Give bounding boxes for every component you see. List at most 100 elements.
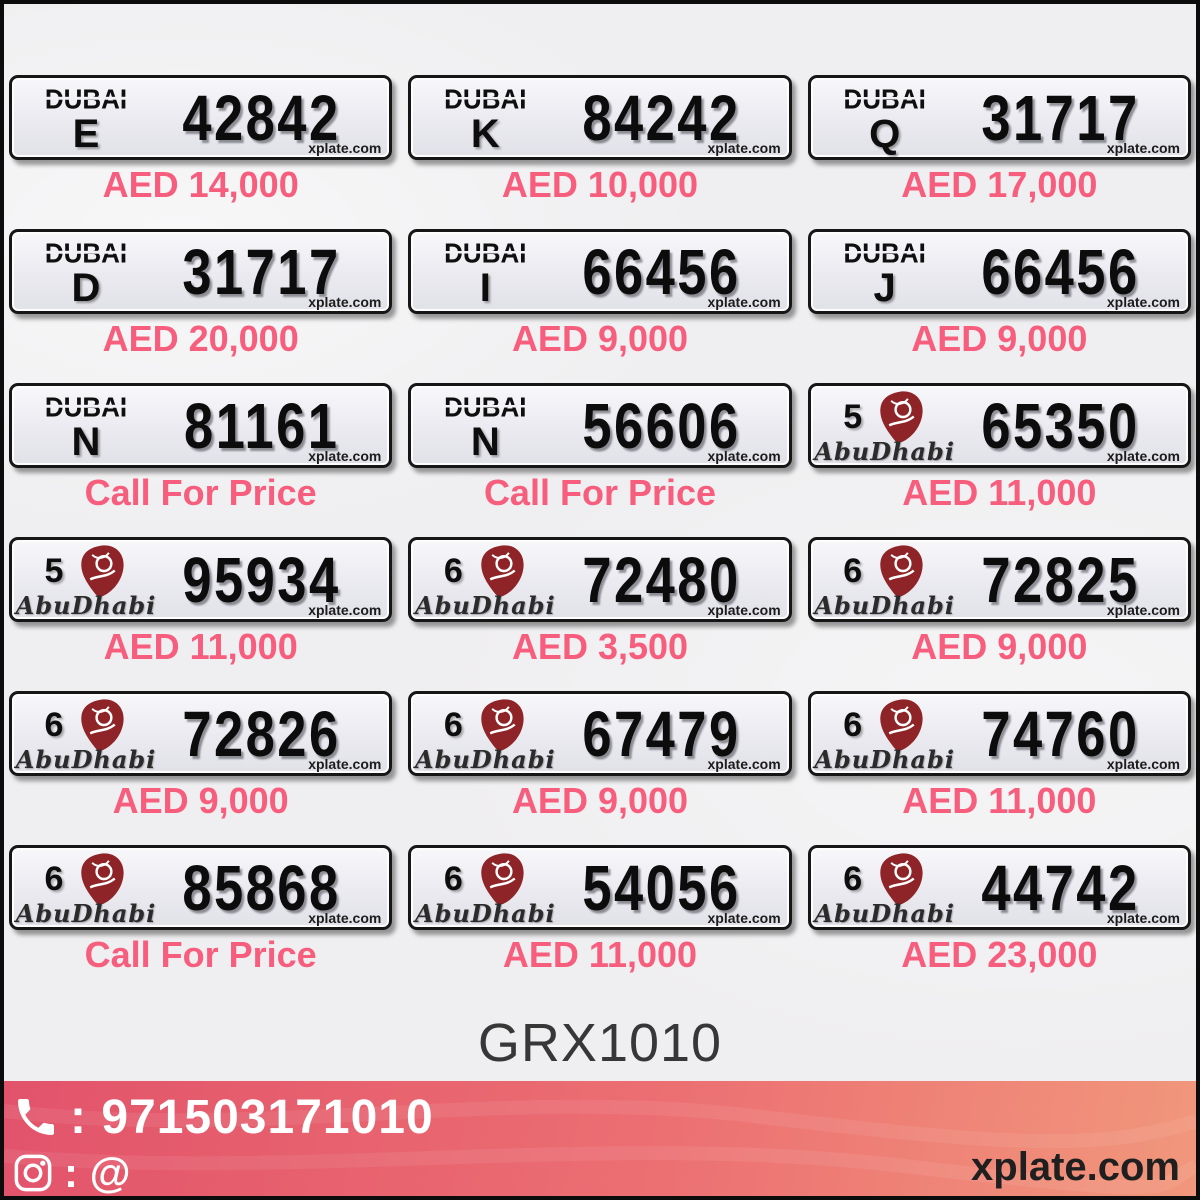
- plate: DUBAI J 66456 xplate.com: [807, 229, 1191, 314]
- plate-number: 72826: [182, 697, 341, 770]
- plate-price: AED 11,000: [902, 780, 1097, 821]
- abudhabi-block: 6 AbuDhabi: [12, 848, 160, 927]
- plate-listing: 6 AbuDhabi 72480 xplate.com AED 3,500: [408, 537, 792, 667]
- plate-price: AED 20,000: [102, 318, 299, 359]
- plate-price: AED 9,000: [911, 318, 1088, 359]
- plate-listing: 6 AbuDhabi 74760 xplate.com AED 11,000: [807, 691, 1191, 821]
- abudhabi-script: AbuDhabi: [814, 744, 955, 774]
- plate: DUBAI K 84242 xplate.com: [408, 75, 792, 160]
- abudhabi-logo-icon: [880, 698, 923, 751]
- abudhabi-block: 6 AbuDhabi: [811, 694, 959, 773]
- abudhabi-block: 6 AbuDhabi: [12, 694, 160, 773]
- plate-listing: DUBAI E 42842 xplate.com AED 14,000: [9, 75, 393, 205]
- abudhabi-logo-icon: [481, 852, 524, 905]
- plate: 6 AbuDhabi 54056 xplate.com: [408, 845, 792, 930]
- plate-listing: 6 AbuDhabi 85868 xplate.com Call For Pri…: [9, 845, 393, 975]
- plate-code: I: [479, 265, 491, 310]
- abudhabi-script: AbuDhabi: [415, 898, 556, 928]
- plate-price: AED 9,000: [112, 780, 289, 821]
- plate-number: 67479: [581, 697, 741, 770]
- plate-number: 74760: [981, 697, 1140, 770]
- abudhabi-block: 6 AbuDhabi: [811, 848, 959, 927]
- plate: DUBAI E 42842 xplate.com: [9, 75, 393, 160]
- abudhabi-block: 6 AbuDhabi: [411, 694, 559, 773]
- plate: DUBAI D 31717 xplate.com: [9, 229, 393, 314]
- abudhabi-script: AbuDhabi: [814, 590, 955, 620]
- abudhabi-logo-icon: [81, 698, 125, 751]
- dubai-block: DUBAI N: [12, 386, 160, 465]
- dubai-block: DUBAI I: [411, 232, 559, 311]
- dubai-logo: DUBAI: [843, 236, 926, 269]
- instagram-row: : @: [12, 1148, 1196, 1196]
- plate-listing: DUBAI N 81161 xplate.com Call For Price: [9, 383, 393, 513]
- dubai-block: DUBAI E: [12, 78, 160, 157]
- plate-watermark: xplate.com: [1106, 448, 1180, 464]
- plate-number: 72825: [981, 543, 1140, 616]
- plate-code-number: 6: [443, 859, 463, 898]
- abudhabi-logo-icon: [81, 544, 125, 597]
- plate-price: AED 11,000: [502, 934, 698, 975]
- wave-texture: [4, 1099, 1196, 1194]
- plate-number-area: 31717: [160, 232, 389, 311]
- dubai-logo: DUBAI: [44, 390, 128, 423]
- plate: 6 AbuDhabi 72826 xplate.com: [9, 691, 393, 776]
- plate-listing: DUBAI I 66456 xplate.com AED 9,000: [408, 229, 792, 359]
- plate-number: 44742: [981, 851, 1140, 924]
- plate-number: 42842: [182, 81, 341, 154]
- plate-price: AED 3,500: [511, 626, 689, 667]
- abudhabi-script: AbuDhabi: [814, 436, 955, 466]
- site-logo-text: xplate.com: [971, 1145, 1180, 1189]
- plate: 6 AbuDhabi 72480 xplate.com: [408, 537, 792, 622]
- plate-code: Q: [869, 111, 901, 156]
- plate-code-number: 6: [44, 705, 64, 744]
- plate-watermark: xplate.com: [707, 294, 781, 310]
- plate-number: 66456: [981, 235, 1140, 308]
- plate-price: Call For Price: [483, 472, 717, 513]
- abudhabi-block: 5 AbuDhabi: [811, 386, 959, 465]
- plate-number: 66456: [581, 235, 741, 308]
- plate-number: 84242: [581, 81, 741, 154]
- plate-watermark: xplate.com: [308, 448, 382, 464]
- plate-code: N: [470, 419, 500, 464]
- plate: 6 AbuDhabi 85868 xplate.com: [9, 845, 393, 930]
- plate-watermark: xplate.com: [707, 910, 781, 926]
- plate-number: 65350: [981, 389, 1140, 462]
- plate-listing: 6 AbuDhabi 44742 xplate.com AED 23,000: [807, 845, 1191, 975]
- abudhabi-script: AbuDhabi: [814, 898, 955, 928]
- plate-number-area: 56606: [559, 386, 788, 465]
- plate-watermark: xplate.com: [707, 602, 781, 618]
- plate-number-area: 72826: [160, 694, 389, 773]
- plate-price: AED 9,000: [511, 780, 689, 821]
- plate-listing: 5 AbuDhabi 65350 xplate.com AED 11,000: [807, 383, 1191, 513]
- plate-price: Call For Price: [84, 934, 317, 975]
- dubai-logo: DUBAI: [444, 390, 527, 423]
- instagram-handle: : @: [64, 1149, 131, 1196]
- abudhabi-logo-icon: [481, 698, 524, 751]
- plate-number-area: 66456: [959, 232, 1188, 311]
- plate-watermark: xplate.com: [1106, 910, 1180, 926]
- plate-watermark: xplate.com: [1106, 756, 1180, 772]
- plate-number-area: 54056: [559, 848, 788, 927]
- plate-watermark: xplate.com: [707, 756, 781, 772]
- dubai-logo: DUBAI: [44, 82, 128, 115]
- plate-watermark: xplate.com: [1106, 140, 1180, 156]
- dubai-block: DUBAI J: [811, 232, 959, 311]
- plate: 6 AbuDhabi 74760 xplate.com: [807, 691, 1191, 776]
- plate-listing: DUBAI D 31717 xplate.com AED 20,000: [9, 229, 393, 359]
- plate-number-area: 66456: [559, 232, 788, 311]
- abudhabi-block: 6 AbuDhabi: [811, 540, 959, 619]
- plate-code-number: 5: [44, 551, 64, 590]
- plate-listing: 6 AbuDhabi 72825 xplate.com AED 9,000: [807, 537, 1191, 667]
- plate-price: AED 10,000: [501, 164, 699, 205]
- plate-listing: DUBAI Q 31717 xplate.com AED 17,000: [807, 75, 1191, 205]
- plate-number-area: 95934: [160, 540, 389, 619]
- dubai-block: DUBAI K: [411, 78, 559, 157]
- plate-price: AED 17,000: [901, 164, 1098, 205]
- plate-number: 56606: [581, 389, 741, 462]
- abudhabi-logo-icon: [880, 390, 923, 443]
- plate: 6 AbuDhabi 44742 xplate.com: [807, 845, 1191, 930]
- plate-watermark: xplate.com: [707, 140, 781, 156]
- abudhabi-logo-icon: [481, 544, 524, 597]
- plate-code-number: 6: [443, 705, 463, 744]
- dubai-block: DUBAI N: [411, 386, 559, 465]
